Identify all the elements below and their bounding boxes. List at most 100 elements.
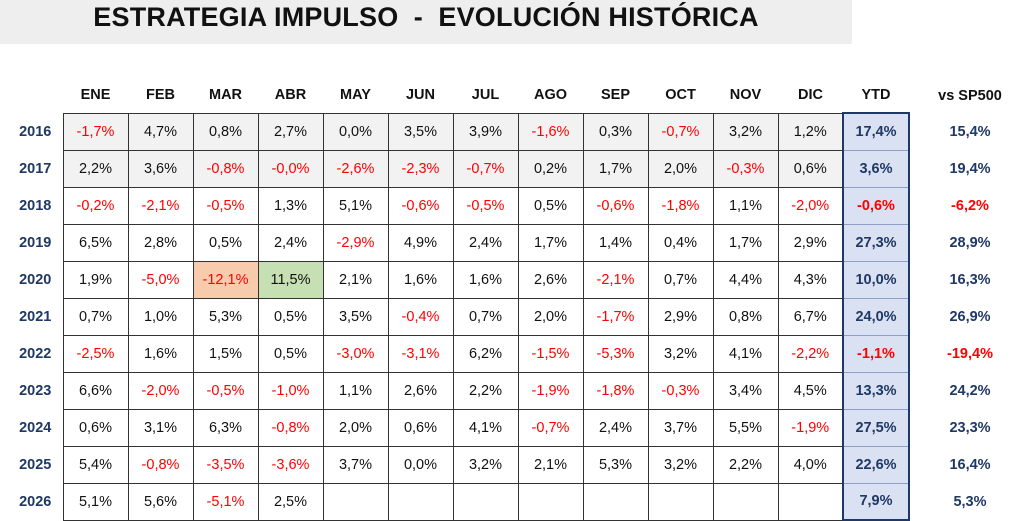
month-cell: -1,7% xyxy=(582,297,649,336)
month-cell xyxy=(647,482,714,521)
month-cell: 2,0% xyxy=(322,408,389,447)
month-cell: -0,4% xyxy=(387,297,454,336)
gap-cell xyxy=(909,187,921,224)
month-cell: -2,9% xyxy=(322,223,389,262)
month-cell: 0,0% xyxy=(322,112,389,151)
header-ago: AGO xyxy=(533,87,568,104)
month-cell: 0,3% xyxy=(582,112,649,151)
vs-sp500-cell: -19,4% xyxy=(947,345,993,362)
month-cell: 0,5% xyxy=(257,334,324,373)
month-cell: -0,7% xyxy=(647,112,714,151)
month-cell xyxy=(387,482,454,521)
month-cell: 3,4% xyxy=(712,371,779,410)
month-cell: 3,2% xyxy=(452,445,519,484)
month-cell: -0,5% xyxy=(192,186,259,225)
month-cell: -1,8% xyxy=(647,186,714,225)
month-cell: 4,4% xyxy=(712,260,779,299)
month-cell: 1,9% xyxy=(62,260,129,299)
month-cell: -0,3% xyxy=(647,371,714,410)
month-cell: -0,5% xyxy=(192,371,259,410)
gap-cell xyxy=(909,372,921,409)
month-cell: 3,5% xyxy=(322,297,389,336)
ytd-cell: -1,1% xyxy=(842,334,910,373)
month-cell: 0,5% xyxy=(257,297,324,336)
vs-sp500-cell: 28,9% xyxy=(949,234,991,251)
month-cell: 3,9% xyxy=(452,112,519,151)
month-cell: -5,3% xyxy=(582,334,649,373)
table-row: 2020 1,9% -5,0% -12,1% 11,5% 2,1% 1,6% 1,6% 2,6%… xyxy=(8,260,1019,299)
header-ytd: YTD xyxy=(861,87,891,103)
vs-sp500-cell: 16,4% xyxy=(949,456,991,473)
month-cell: 1,6% xyxy=(387,260,454,299)
table-row: 2026 5,1% 5,6% -5,1% 2,5% 7,9% 5,3% xyxy=(8,482,1019,521)
month-cell: 1,7% xyxy=(517,223,584,262)
header-gap xyxy=(909,78,921,113)
month-cell: -0,8% xyxy=(257,408,324,447)
month-cell: 0,7% xyxy=(62,297,129,336)
month-cell xyxy=(452,482,519,521)
month-cell: 0,6% xyxy=(62,408,129,447)
gap-cell xyxy=(909,298,921,335)
month-cell xyxy=(712,482,779,521)
gap-cell xyxy=(909,224,921,261)
month-cell: -2,0% xyxy=(777,186,844,225)
month-cell: 1,0% xyxy=(127,297,194,336)
table-row: 2018 -0,2% -2,1% -0,5% 1,3% 5,1% -0,6% -0,5% 0,5… xyxy=(8,186,1019,225)
month-cell: 0,7% xyxy=(647,260,714,299)
month-cell: -1,9% xyxy=(777,408,844,447)
vs-sp500-cell: 5,3% xyxy=(953,493,987,510)
month-cell: 0,6% xyxy=(777,149,844,188)
header-vs-sp500: vs SP500 xyxy=(938,87,1002,104)
month-cell: -1,5% xyxy=(517,334,584,373)
month-cell: 1,7% xyxy=(582,149,649,188)
year-label: 2019 xyxy=(19,234,52,251)
month-cell: 0,8% xyxy=(192,112,259,151)
month-cell xyxy=(322,482,389,521)
month-cell: 6,3% xyxy=(192,408,259,447)
month-cell: 0,5% xyxy=(192,223,259,262)
header-mar: MAR xyxy=(208,87,243,104)
month-cell: -0,3% xyxy=(712,149,779,188)
year-label: 2021 xyxy=(19,308,52,325)
month-cell: 3,7% xyxy=(322,445,389,484)
ytd-cell: 24,0% xyxy=(842,297,910,336)
header-oct: OCT xyxy=(665,87,696,104)
month-cell: -2,5% xyxy=(62,334,129,373)
month-cell: 3,2% xyxy=(647,334,714,373)
year-label: 2020 xyxy=(19,271,52,288)
month-cell: -1,0% xyxy=(257,371,324,410)
vs-sp500-cell: 23,3% xyxy=(949,419,991,436)
month-cell: 1,5% xyxy=(192,334,259,373)
month-cell: 1,1% xyxy=(322,371,389,410)
month-cell: 2,6% xyxy=(517,260,584,299)
gap-cell xyxy=(909,113,921,150)
month-cell: -2,2% xyxy=(777,334,844,373)
vs-sp500-cell: -6,2% xyxy=(951,197,989,214)
month-cell: 2,9% xyxy=(647,297,714,336)
month-cell: 6,5% xyxy=(62,223,129,262)
table-row: 2019 6,5% 2,8% 0,5% 2,4% -2,9% 4,9% 2,4% 1,7% 1,4… xyxy=(8,223,1019,262)
header-jun: JUN xyxy=(405,87,435,104)
month-cell: 3,2% xyxy=(647,445,714,484)
month-cell: 5,1% xyxy=(322,186,389,225)
month-cell: -1,7% xyxy=(62,112,129,151)
month-cell: 0,8% xyxy=(712,297,779,336)
month-cell: 6,7% xyxy=(777,297,844,336)
month-cell: 4,1% xyxy=(712,334,779,373)
gap-cell xyxy=(909,409,921,446)
month-cell: 4,1% xyxy=(452,408,519,447)
month-cell: 2,4% xyxy=(582,408,649,447)
ytd-cell: 27,3% xyxy=(842,223,910,262)
header-dic: DIC xyxy=(798,87,823,104)
month-cell: 2,0% xyxy=(647,149,714,188)
month-cell: -2,1% xyxy=(582,260,649,299)
year-label: 2024 xyxy=(19,419,52,436)
month-cell: 2,6% xyxy=(387,371,454,410)
vs-sp500-cell: 16,3% xyxy=(949,271,991,288)
ytd-cell: 17,4% xyxy=(842,112,910,151)
month-cell: -2,0% xyxy=(127,371,194,410)
month-cell: 2,2% xyxy=(62,149,129,188)
table-row: 2017 2,2% 3,6% -0,8% -0,0% -2,6% -2,3% -0,7% 0,2… xyxy=(8,149,1019,188)
gap-cell xyxy=(909,150,921,187)
year-label: 2026 xyxy=(19,493,52,510)
